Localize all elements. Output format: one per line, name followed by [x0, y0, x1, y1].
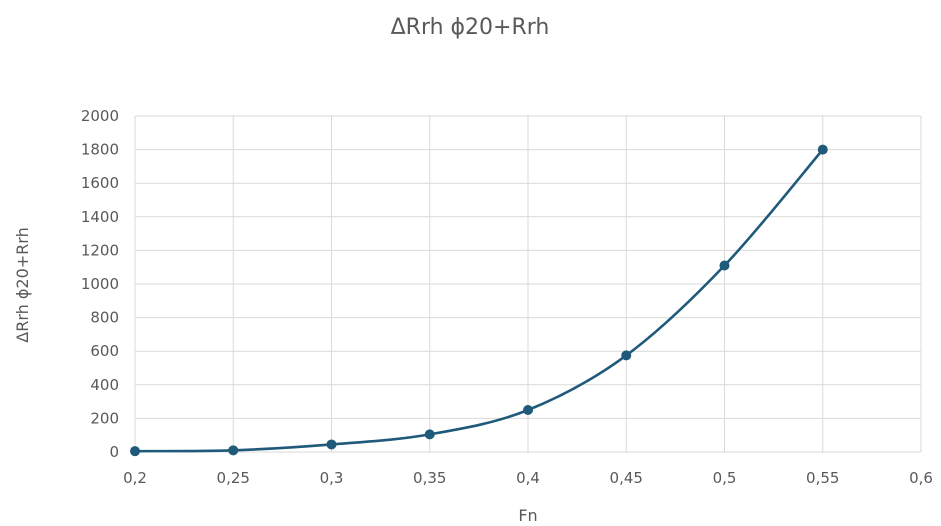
data-point [817, 144, 828, 155]
x-tick-label: 0,4 [516, 469, 540, 487]
y-tick-label: 400 [90, 376, 119, 394]
data-point [130, 446, 140, 457]
y-tick-label: 0 [109, 443, 119, 461]
y-tick-label: 800 [90, 309, 119, 327]
y-tick-label: 1800 [81, 141, 119, 159]
x-tick-label: 0,55 [806, 469, 839, 487]
x-tick-label: 0,2 [123, 469, 147, 487]
y-tick-label: 1000 [81, 275, 119, 293]
data-point [621, 350, 632, 361]
series-layer [130, 144, 828, 457]
y-tick-label: 1200 [81, 241, 119, 259]
x-tick-label: 0,25 [217, 469, 250, 487]
grid [134, 115, 922, 453]
x-tick-label: 0,35 [413, 469, 446, 487]
y-tick-label: 2000 [81, 107, 119, 125]
data-point [326, 439, 337, 450]
series-line [134, 148, 824, 453]
x-tick-label: 0,3 [320, 469, 344, 487]
x-tick-label: 0,45 [610, 469, 643, 487]
x-tick-label: 0,6 [909, 469, 933, 487]
data-point [228, 445, 239, 456]
data-point [424, 429, 435, 440]
y-tick-label: 200 [90, 409, 119, 427]
y-tick-label: 600 [90, 342, 119, 360]
y-tick-label: 1600 [81, 174, 119, 192]
data-point [719, 260, 730, 271]
x-axis-title: Fn [518, 506, 537, 525]
y-axis: 0 200 400 600 800 1000 1200 1400 1600 1800 2000 [81, 107, 119, 461]
x-axis: 0,2 0,25 0,3 0,35 0,4 0,45 0,5 0,55 0,6 [123, 469, 933, 487]
y-tick-label: 1400 [81, 208, 119, 226]
x-tick-label: 0,5 [713, 469, 737, 487]
chart-title: ΔRrh ϕ20+Rrh [391, 15, 550, 40]
y-axis-title: ΔRrh ϕ20+Rrh [13, 227, 32, 342]
data-point [523, 405, 533, 415]
